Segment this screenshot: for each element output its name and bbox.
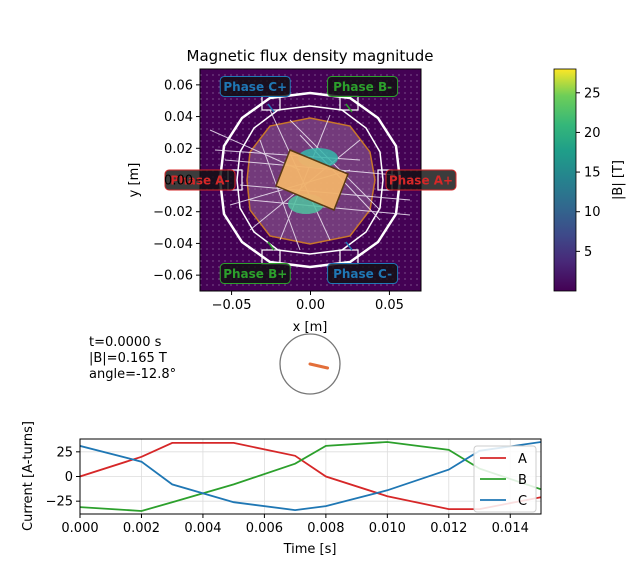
field-direction-compass <box>279 333 341 395</box>
current-chart-grid <box>79 439 541 514</box>
main-x-tick-label: 0.05 <box>375 298 404 313</box>
main-x-axis-label: x [m] <box>293 320 328 335</box>
current-x-tick-label: 0.012 <box>430 521 467 536</box>
compass-needle <box>308 362 330 370</box>
current-x-tick-label: 0.010 <box>369 521 406 536</box>
current-x-tick-label: 0.008 <box>307 521 344 536</box>
current-chart-y-label: Current [A-turns] <box>21 421 36 531</box>
current-x-tick-label: 0.000 <box>61 521 98 536</box>
phase-label-text: Phase A+ <box>389 174 453 188</box>
main-y-tick-label: 0.04 <box>164 110 193 125</box>
main-y-tick-label: −0.06 <box>153 269 193 284</box>
phase-label-box <box>327 75 399 97</box>
current-chart-x-label: Time [s] <box>283 542 337 557</box>
phase-label-text: Phase B+ <box>223 267 287 281</box>
series-line-A <box>80 441 541 511</box>
phase-label-box <box>219 263 291 285</box>
info-panel: t=0.0000 s |B|=0.165 T angle=-12.8° <box>89 335 176 382</box>
current-y-tick-label: −25 <box>46 495 73 510</box>
main-y-axis-label: y [m] <box>127 163 142 198</box>
phase-label-box <box>327 263 399 285</box>
phase-label-text: Phase A- <box>170 174 229 188</box>
colorbar-ticks: 5 10 15 20 25 <box>576 86 601 260</box>
colorbar-label: |B| [T] <box>611 160 626 200</box>
current-chart-x-axis: 0.000 0.002 0.004 0.006 0.008 0.010 0.012 0.014 <box>61 514 529 536</box>
current-x-tick-label: 0.014 <box>492 521 529 536</box>
info-time: t=0.0000 s <box>89 335 162 350</box>
phase-label-3: Phase A+ <box>385 169 457 191</box>
coil-markers <box>267 103 353 251</box>
current-chart-legend: ABC <box>473 445 537 513</box>
main-x-tick-label: −0.05 <box>212 298 252 313</box>
series-line-C <box>80 441 541 512</box>
legend-label-A: A <box>518 452 527 467</box>
colorbar-tick-label: 15 <box>584 166 601 181</box>
phase-label-1: Phase B- <box>327 75 399 97</box>
main-y-axis: 0.06 0.04 0.02 0.00 −0.02 −0.04 −0.06 <box>153 78 200 284</box>
stator-outline-inner <box>236 105 384 255</box>
main-y-tick-label: 0.02 <box>164 142 193 157</box>
current-y-tick-label: 25 <box>56 445 73 460</box>
phase-label-text: Phase C- <box>333 267 392 281</box>
current-chart-series <box>80 441 541 512</box>
colorbar-tick-label: 10 <box>584 205 601 220</box>
phase-label-text: Phase B- <box>333 80 392 94</box>
colorbar-gradient <box>553 68 577 292</box>
info-angle: angle=-12.8° <box>89 367 176 382</box>
legend-label-C: C <box>518 494 527 509</box>
phase-label-0: Phase C+ <box>219 75 291 97</box>
main-y-tick-label: −0.02 <box>153 205 193 220</box>
colorbar-tick-label: 25 <box>584 86 601 101</box>
stator-outline-outer <box>218 91 402 269</box>
phase-labels: Phase C+ Phase B- Phase A- Phase A+ Phase B+… <box>164 75 457 285</box>
legend-label-B: B <box>518 473 527 488</box>
phase-label-text: Phase C+ <box>223 80 287 94</box>
phase-label-box <box>385 169 457 191</box>
colorbar-tick-label: 5 <box>584 245 592 260</box>
current-chart-y-axis: 25 0 −25 <box>46 445 80 510</box>
rotor-magnet <box>275 149 349 211</box>
main-plot-title: Magnetic flux density magnitude <box>187 47 434 65</box>
main-x-tick-label: 0.00 <box>296 298 325 313</box>
main-x-axis: −0.05 0.00 0.05 <box>212 291 404 313</box>
phase-label-box <box>219 75 291 97</box>
current-y-tick-label: 0 <box>65 470 73 485</box>
current-x-tick-label: 0.004 <box>184 521 221 536</box>
main-y-tick-label: 0.06 <box>164 78 193 93</box>
current-x-tick-label: 0.002 <box>123 521 160 536</box>
colorbar: 5 10 15 20 25 |B| [T] <box>553 68 626 292</box>
main-plot-area <box>199 68 422 292</box>
current-chart: 0.000 0.002 0.004 0.006 0.008 0.010 0.012 0.014… <box>21 421 542 557</box>
compass-circle <box>279 333 341 395</box>
phase-label-4: Phase B+ <box>219 263 291 285</box>
current-x-tick-label: 0.006 <box>246 521 283 536</box>
info-field: |B|=0.165 T <box>89 351 167 366</box>
main-y-tick-label: −0.04 <box>153 237 193 252</box>
phase-label-5: Phase C- <box>327 263 399 285</box>
main-y-tick-label: 0.00 <box>164 174 193 189</box>
colorbar-tick-label: 20 <box>584 126 601 141</box>
